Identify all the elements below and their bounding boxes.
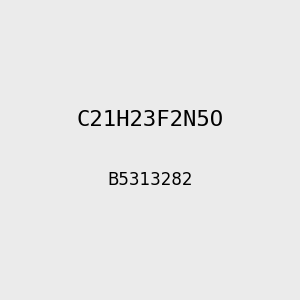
Text: B5313282: B5313282: [107, 171, 193, 189]
Text: C21H23F2N5O: C21H23F2N5O: [76, 110, 224, 130]
